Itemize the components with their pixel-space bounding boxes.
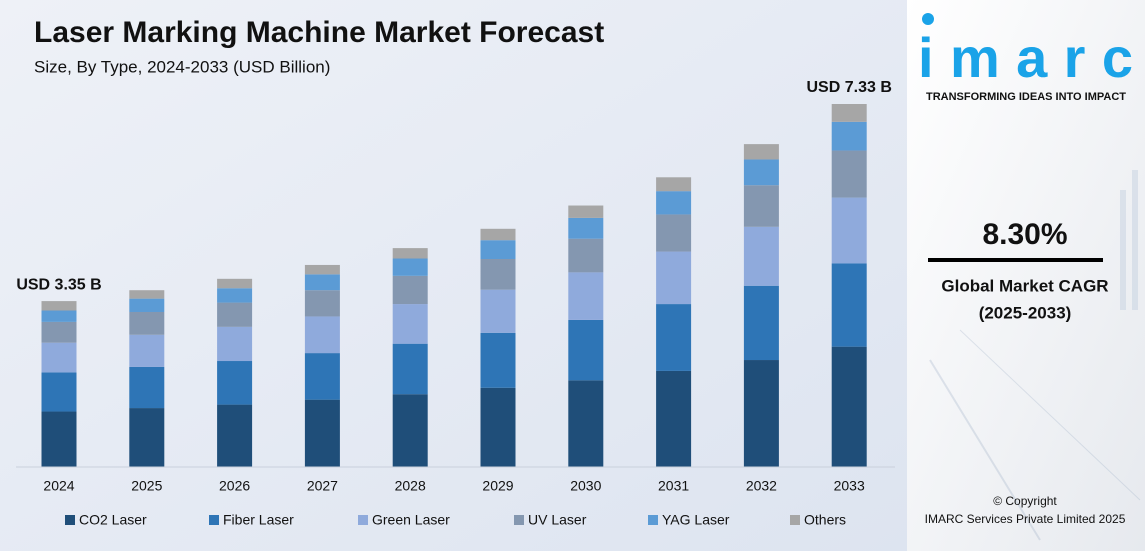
bar-segment xyxy=(129,408,165,467)
bar-segment xyxy=(41,411,77,467)
bar-segment xyxy=(304,316,340,354)
bar-segment xyxy=(568,238,604,273)
bar-segment xyxy=(831,263,867,347)
bar-segment xyxy=(41,321,77,343)
x-tick-label: 2030 xyxy=(570,478,601,494)
bar-segment xyxy=(831,346,867,467)
bar-segment xyxy=(392,304,428,344)
tagline: TRANSFORMING IDEAS INTO IMPACT xyxy=(926,91,1126,103)
sidebar-decoration xyxy=(929,170,1141,541)
logo-dot xyxy=(922,13,934,25)
legend-swatch xyxy=(790,515,800,525)
bar-segment xyxy=(129,366,165,409)
x-tick-label: 2032 xyxy=(746,478,777,494)
bar-segment xyxy=(831,121,867,151)
chart-subtitle: Size, By Type, 2024-2033 (USD Billion) xyxy=(34,57,330,76)
bar-segment xyxy=(743,144,779,160)
legend-label: Fiber Laser xyxy=(223,512,294,528)
bar-segment xyxy=(831,197,867,264)
cagr-label: Global Market CAGR xyxy=(941,276,1108,295)
bar-segment xyxy=(480,332,516,388)
legend-label: Others xyxy=(804,512,846,528)
bar-segment xyxy=(831,104,867,122)
legend-swatch xyxy=(65,515,75,525)
bar-segment xyxy=(304,290,340,317)
x-tick-label: 2024 xyxy=(43,478,74,494)
bar-segment xyxy=(129,290,165,299)
bar-segment xyxy=(656,370,692,467)
total-label: USD 3.35 B xyxy=(16,276,101,293)
legend-label: CO2 Laser xyxy=(79,512,147,528)
legend-swatch xyxy=(209,515,219,525)
bar-segment xyxy=(743,360,779,467)
company: IMARC Services Private Limited 2025 xyxy=(925,512,1126,526)
legend-swatch xyxy=(514,515,524,525)
copyright: © Copyright xyxy=(993,494,1057,508)
sidebar-background xyxy=(907,0,1145,551)
bar-segment xyxy=(480,240,516,260)
bar-segment xyxy=(743,226,779,286)
cagr-period: (2025-2033) xyxy=(979,303,1072,322)
bar-segment xyxy=(217,278,253,289)
bar-segment xyxy=(480,387,516,467)
bar-segment xyxy=(392,258,428,276)
bar-segment xyxy=(304,264,340,275)
cagr-value: 8.30% xyxy=(982,218,1067,251)
bar-segment xyxy=(304,274,340,291)
legend-label: YAG Laser xyxy=(662,512,730,528)
bar-segment xyxy=(41,342,77,373)
bar-segment xyxy=(656,304,692,371)
bar-segment xyxy=(41,372,77,412)
bar-segment xyxy=(480,228,516,241)
bar-segment xyxy=(656,251,692,305)
bar-segment xyxy=(217,361,253,405)
bar-segment xyxy=(129,298,165,312)
bar-segment xyxy=(568,217,604,239)
bar-segment xyxy=(217,404,253,467)
bar-segment xyxy=(743,159,779,186)
bar-segment xyxy=(217,326,253,362)
bar-segment xyxy=(480,259,516,290)
bar-segment xyxy=(656,177,692,192)
bar-segment xyxy=(41,310,77,322)
x-tick-label: 2028 xyxy=(395,478,426,494)
bar-segment xyxy=(304,399,340,467)
bar-segment xyxy=(656,214,692,252)
legend-swatch xyxy=(358,515,368,525)
bar-segment xyxy=(568,380,604,467)
x-tick-label: 2031 xyxy=(658,478,689,494)
bar-segment xyxy=(129,334,165,367)
bar-segment xyxy=(129,311,165,335)
bar-segment xyxy=(743,185,779,227)
x-tick-label: 2026 xyxy=(219,478,250,494)
x-tick-label: 2027 xyxy=(307,478,338,494)
bar-segment xyxy=(392,248,428,259)
bar-segment xyxy=(568,319,604,381)
bar-segment xyxy=(480,289,516,333)
legend-label: UV Laser xyxy=(528,512,587,528)
bar-segment xyxy=(217,288,253,303)
x-tick-label: 2033 xyxy=(834,478,865,494)
bar-segment xyxy=(743,285,779,361)
legend-label: Green Laser xyxy=(372,512,450,528)
bar-segment xyxy=(392,275,428,305)
bar-segment xyxy=(41,301,77,311)
chart-title: Laser Marking Machine Market Forecast xyxy=(34,16,604,49)
bar-segment xyxy=(831,150,867,198)
bar-segment xyxy=(568,205,604,218)
x-tick-label: 2025 xyxy=(131,478,162,494)
x-tick-label: 2029 xyxy=(482,478,513,494)
legend-swatch xyxy=(648,515,658,525)
total-label: USD 7.33 B xyxy=(807,79,892,96)
bar-segment xyxy=(304,353,340,400)
bar-segment xyxy=(392,394,428,467)
bar-segment xyxy=(392,343,428,395)
bar-segment xyxy=(217,302,253,327)
bar-segment xyxy=(656,191,692,215)
bar-segment xyxy=(568,272,604,320)
cagr-rule xyxy=(928,258,1103,262)
